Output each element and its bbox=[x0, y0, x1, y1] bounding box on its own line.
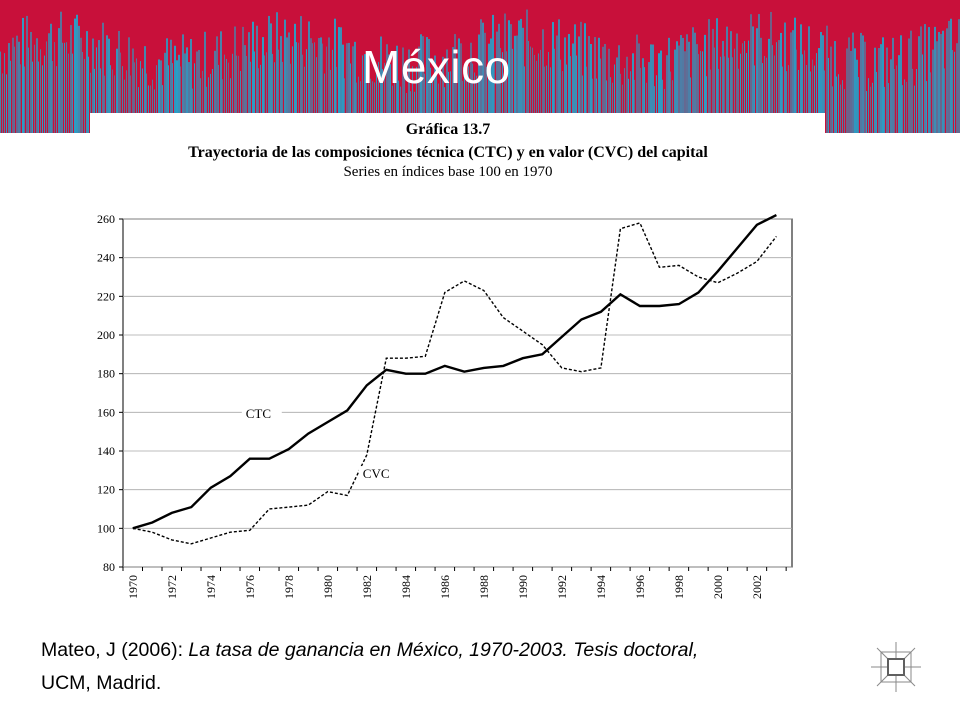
x-tick-label: 1980 bbox=[321, 575, 335, 599]
x-tick-label: 1982 bbox=[360, 575, 374, 599]
x-tick-label: 1988 bbox=[477, 575, 491, 599]
chart-subtitle: Series en índices base 100 en 1970 bbox=[343, 164, 552, 180]
citation-title: La tasa de ganancia en México, 1970-2003… bbox=[188, 639, 699, 661]
x-tick-label: 1974 bbox=[204, 575, 218, 599]
y-tick-label: 180 bbox=[97, 367, 115, 381]
x-tick-label: 1998 bbox=[672, 575, 686, 599]
citation: Mateo, J (2006): La tasa de ganancia en … bbox=[41, 634, 871, 700]
y-tick-label: 220 bbox=[97, 289, 115, 303]
x-tick-label: 1972 bbox=[165, 575, 179, 599]
series-label-bg bbox=[358, 466, 399, 484]
y-tick-label: 160 bbox=[97, 405, 115, 419]
series-label-bg bbox=[241, 406, 282, 424]
chart-title: Trayectoria de las composiciones técnica… bbox=[188, 144, 708, 161]
figure-panel: Gráfica 13.7 Trayectoria de las composic… bbox=[90, 113, 825, 610]
figure-heading: Gráfica 13.7 bbox=[406, 121, 490, 138]
series-line-ctc bbox=[132, 214, 777, 530]
series-label-ctc: CTC bbox=[246, 406, 271, 421]
navigation-icon[interactable] bbox=[871, 642, 921, 692]
x-tick-label: 1986 bbox=[438, 575, 452, 599]
x-tick-label: 2000 bbox=[711, 575, 725, 599]
y-tick-label: 80 bbox=[103, 560, 115, 574]
header-banner bbox=[0, 0, 960, 133]
series-line-cvc bbox=[132, 222, 777, 545]
x-tick-label: 1992 bbox=[555, 575, 569, 599]
x-tick-label: 2002 bbox=[750, 575, 764, 599]
plot-frame bbox=[122, 218, 793, 568]
y-tick-label: 260 bbox=[97, 212, 115, 226]
x-tick-label: 1976 bbox=[243, 575, 257, 599]
citation-author: Mateo, J (2006): bbox=[41, 639, 189, 661]
line-chart: Gráfica 13.7 Trayectoria de las composic… bbox=[97, 121, 793, 599]
series-label-cvc: CVC bbox=[363, 466, 390, 481]
slide-title: México bbox=[362, 41, 511, 93]
y-tick-label: 200 bbox=[97, 328, 115, 342]
y-tick-label: 100 bbox=[97, 521, 115, 535]
x-tick-label: 1994 bbox=[594, 575, 608, 599]
x-tick-label: 1970 bbox=[126, 575, 140, 599]
x-tick-label: 1978 bbox=[282, 575, 296, 599]
x-tick-label: 1990 bbox=[516, 575, 530, 599]
x-tick-label: 1984 bbox=[399, 575, 413, 599]
banner-pattern bbox=[0, 9, 960, 133]
y-tick-label: 240 bbox=[97, 251, 115, 265]
citation-publisher: UCM, Madrid. bbox=[41, 672, 162, 694]
y-tick-label: 140 bbox=[97, 444, 115, 458]
x-tick-label: 1996 bbox=[633, 575, 647, 599]
y-tick-label: 120 bbox=[97, 483, 115, 497]
